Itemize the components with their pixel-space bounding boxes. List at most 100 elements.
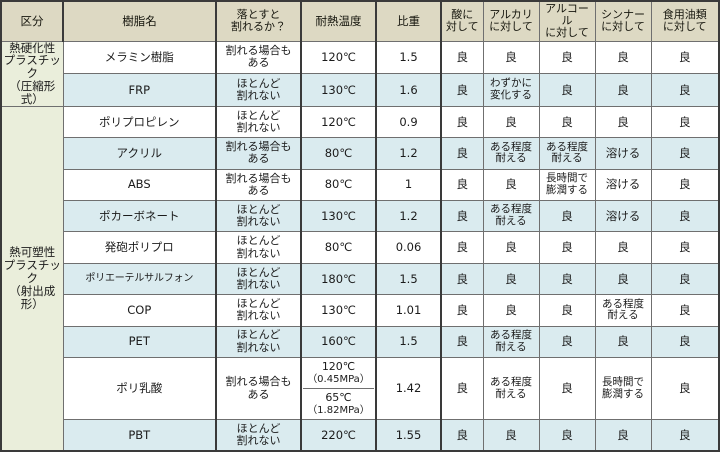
heat-temperature-cell: 130℃ <box>300 73 377 107</box>
alkali-resistance-cell: 良 <box>482 418 540 452</box>
alcohol-resistance-cell: 良 <box>538 105 596 139</box>
heat-temperature-cell: 80℃ <box>300 231 377 264</box>
thinner-resistance-cell: 良 <box>594 73 652 107</box>
heat-temperature-cell: 130℃ <box>300 200 377 233</box>
edible-oil-resistance-cell: 良 <box>650 262 720 296</box>
thinner-resistance-cell: 溶ける <box>594 137 652 170</box>
edible-oil-resistance-cell: 良 <box>650 137 720 170</box>
heat-temperature-cell: 220℃ <box>300 418 377 452</box>
heat-temperature-subcell: 120℃ （0.45MPa） <box>303 358 374 389</box>
resin-name-cell: ポカーボネート <box>62 200 217 233</box>
heat-temperature-cell: 180℃ <box>300 262 377 296</box>
edible-oil-resistance-cell: 良 <box>650 200 720 233</box>
table-row: ポリ乳酸 割れる場合も ある 120℃ （0.45MPa） 65℃ （1.82MPa） 1.4… <box>1 357 720 420</box>
heat-temperature-cell: 120℃ <box>300 40 377 75</box>
edible-oil-resistance-cell: 良 <box>650 168 720 202</box>
specific-gravity-cell: 1.5 <box>375 325 442 359</box>
thinner-resistance-cell: 溶ける <box>594 200 652 233</box>
table-row: PBT ほとんど 割れない 220℃ 1.55 良良良良良 <box>1 418 720 452</box>
resin-name-cell: アクリル <box>62 137 217 170</box>
edible-oil-resistance-cell: 良 <box>650 73 720 107</box>
acid-resistance-cell: 良 <box>440 105 484 139</box>
alkali-resistance-cell: 良 <box>482 294 540 327</box>
acid-resistance-cell: 良 <box>440 73 484 107</box>
resin-name-cell: ポリ乳酸 <box>62 357 217 420</box>
heat-temperature-cell: 130℃ <box>300 294 377 327</box>
column-header-tainetsu: 耐熱温度 <box>300 0 377 42</box>
resin-name-cell: 発砲ポリプロ <box>62 231 217 264</box>
alcohol-resistance-cell: 良 <box>538 73 596 107</box>
alkali-resistance-cell: ある程度 耐える <box>482 325 540 359</box>
acid-resistance-cell: 良 <box>440 357 484 420</box>
thinner-resistance-cell: 良 <box>594 325 652 359</box>
alkali-resistance-cell: 良 <box>482 262 540 296</box>
table-row: 熱可塑性 プラスチック （射出成形） ポリプロピレン ほとんど 割れない 120℃ 0.9 良良… <box>0 105 720 452</box>
thinner-resistance-cell: 良 <box>594 418 652 452</box>
edible-oil-resistance-cell: 良 <box>650 231 720 264</box>
edible-oil-resistance-cell: 良 <box>650 357 720 420</box>
acid-resistance-cell: 良 <box>440 418 484 452</box>
alcohol-resistance-cell: 良 <box>538 357 596 420</box>
alkali-resistance-cell: 良 <box>482 231 540 264</box>
alkali-resistance-cell: 良 <box>482 105 540 139</box>
table-row: ABS 割れる場合も ある 80℃ 1 良良長時間で 膨潤する 溶ける良 <box>1 168 720 202</box>
specific-gravity-cell: 1.6 <box>375 73 442 107</box>
table-body: 熱硬化性 プラスチック （圧縮形式） メラミン樹脂 割れる場合も ある 120℃ 1.5 良良良… <box>0 40 720 452</box>
acid-resistance-cell: 良 <box>440 137 484 170</box>
break-resistance-cell: ほとんど 割れない <box>215 231 302 264</box>
break-resistance-cell: 割れる場合も ある <box>215 40 302 75</box>
table-row: FRP ほとんど 割れない 130℃ 1.6 良わずかに 変化する良良良 <box>1 73 720 107</box>
table-row: アクリル 割れる場合も ある 80℃ 1.2 良ある程度 耐える ある程度 耐える 溶ける良 <box>1 137 720 170</box>
table-row: PET ほとんど 割れない 160℃ 1.5 良ある程度 耐える良良良 <box>1 325 720 359</box>
column-header-alkali: アルカリ に対して <box>482 0 540 42</box>
acid-resistance-cell: 良 <box>440 200 484 233</box>
break-resistance-cell: ほとんど 割れない <box>215 294 302 327</box>
break-resistance-cell: 割れる場合も ある <box>215 137 302 170</box>
table-row: 熱硬化性 プラスチック （圧縮形式） メラミン樹脂 割れる場合も ある 120℃ 1.5 良良良… <box>0 40 720 107</box>
alkali-resistance-cell: 良 <box>482 168 540 202</box>
thinner-resistance-cell: 良 <box>594 231 652 264</box>
resin-name-cell: ポリエーテルサルフォン <box>62 262 217 296</box>
break-resistance-cell: ほとんど 割れない <box>215 325 302 359</box>
table-row: ポリエーテルサルフォン ほとんど 割れない 180℃ 1.5 良良良良良 <box>1 262 720 296</box>
alcohol-resistance-cell: 長時間で 膨潤する <box>538 168 596 202</box>
resin-name-cell: COP <box>62 294 217 327</box>
thinner-resistance-cell: ある程度 耐える <box>594 294 652 327</box>
resin-name-cell: ABS <box>62 168 217 202</box>
column-header-san: 酸に 対して <box>440 0 484 42</box>
specific-gravity-cell: 1.01 <box>375 294 442 327</box>
category-cell-thermoset: 熱硬化性 プラスチック （圧縮形式） <box>0 40 64 107</box>
break-resistance-cell: ほとんど 割れない <box>215 73 302 107</box>
table-row: COP ほとんど 割れない 130℃ 1.01 良良良ある程度 耐える良 <box>1 294 720 327</box>
thinner-resistance-cell: 良 <box>594 40 652 75</box>
alkali-resistance-cell: ある程度 耐える <box>482 200 540 233</box>
resin-name-cell: メラミン樹脂 <box>62 40 217 75</box>
alcohol-resistance-cell: 良 <box>538 40 596 75</box>
column-header-kubun: 区分 <box>0 0 64 42</box>
thinner-resistance-cell: 良 <box>594 105 652 139</box>
column-header-oil: 食用油類 に対して <box>650 0 720 42</box>
column-header-jushimei: 樹脂名 <box>62 0 217 42</box>
edible-oil-resistance-cell: 良 <box>650 418 720 452</box>
resin-name-cell: PBT <box>62 418 217 452</box>
alcohol-resistance-cell: 良 <box>538 294 596 327</box>
acid-resistance-cell: 良 <box>440 40 484 75</box>
header-row: 区分 樹脂名 落とすと 割れるか？ 耐熱温度 比重 酸に 対して アルカリ に対して アルコール に対… <box>0 0 720 42</box>
alcohol-resistance-cell: 良 <box>538 262 596 296</box>
category-cell-thermoplastic: 熱可塑性 プラスチック （射出成形） <box>0 105 64 452</box>
break-resistance-cell: ほとんど 割れない <box>215 200 302 233</box>
alcohol-resistance-cell: ある程度 耐える <box>538 137 596 170</box>
column-header-otosu: 落とすと 割れるか？ <box>215 0 302 42</box>
resin-name-cell: FRP <box>62 73 217 107</box>
heat-temperature-cell: 160℃ <box>300 325 377 359</box>
column-header-alcohol: アルコール に対して <box>538 0 596 42</box>
heat-temperature-subtable: 120℃ （0.45MPa） 65℃ （1.82MPa） <box>303 358 374 419</box>
alcohol-resistance-cell: 良 <box>538 325 596 359</box>
specific-gravity-cell: 1.55 <box>375 418 442 452</box>
alcohol-resistance-cell: 良 <box>538 418 596 452</box>
thinner-resistance-cell: 良 <box>594 262 652 296</box>
alkali-resistance-cell: ある程度 耐える <box>482 357 540 420</box>
heat-temperature-cell: 80℃ <box>300 168 377 202</box>
